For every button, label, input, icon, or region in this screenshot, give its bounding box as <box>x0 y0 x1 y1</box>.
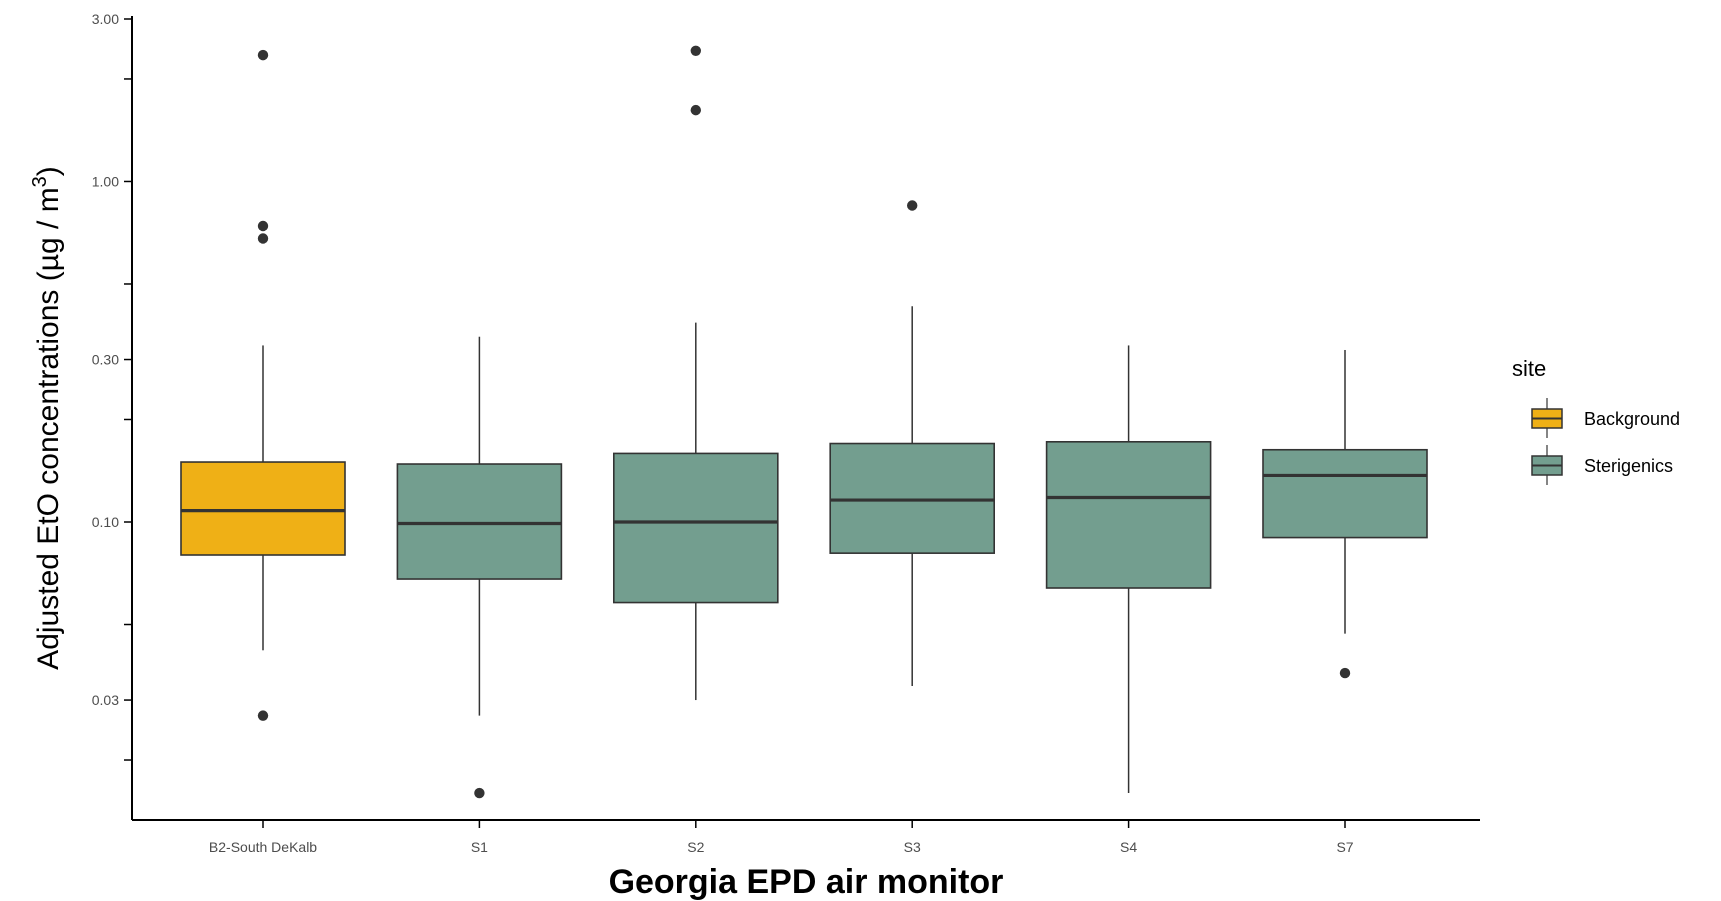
legend-title: site <box>1512 356 1546 381</box>
box-body <box>829 442 996 554</box>
y-axis-title-close: ) <box>32 166 65 176</box>
y-tick-label-3: 0.10 <box>92 514 119 530</box>
outlier-point-0 <box>474 787 485 799</box>
y-tick-label-0: 3.00 <box>92 11 119 27</box>
boxes-layer <box>180 45 1428 799</box>
box-s3 <box>829 200 996 686</box>
legend: site Background Sterigenics <box>1512 356 1680 485</box>
x-tick-label-5: S7 <box>1336 839 1353 855</box>
box-s2 <box>612 45 779 701</box>
outlier-point-2 <box>257 233 269 244</box>
x-tick-label-4: S4 <box>1120 839 1137 855</box>
y-axis-title-main: Adjusted EtO concentrations (µg / m <box>32 187 65 670</box>
y-tick-label-2: 0.30 <box>92 352 119 368</box>
box-b2-south-dekalb <box>180 49 346 721</box>
outlier-point-1 <box>257 220 269 232</box>
outlier-point-0 <box>690 45 701 56</box>
x-tick-label-3: S3 <box>904 839 921 855</box>
y-axis-title: Adjusted EtO concentrations (µg / m3) <box>29 166 65 670</box>
outlier-point-0 <box>257 49 269 61</box>
box-body <box>396 463 563 580</box>
box-s7 <box>1262 349 1428 679</box>
outlier-point-0 <box>907 200 918 211</box>
box-body <box>612 452 779 604</box>
y-tick-label-1: 1.00 <box>92 173 119 189</box>
legend-item-sterigenics: Sterigenics <box>1531 445 1673 485</box>
box-body <box>1262 448 1428 539</box>
x-tick-label-1: S1 <box>471 839 488 855</box>
outlier-point-1 <box>690 104 701 116</box>
x-axis-title: Georgia EPD air monitor <box>609 863 1004 901</box>
legend-item-background: Background <box>1531 398 1680 438</box>
legend-label-background: Background <box>1584 409 1680 429</box>
ticks-layer: 3.00 1.00 0.30 0.10 0.03 B2-South DeKalb S1 S2 S… <box>92 11 1354 855</box>
x-tick-label-2: S2 <box>687 839 704 855</box>
legend-label-sterigenics: Sterigenics <box>1584 456 1673 476</box>
box-s1 <box>396 336 563 799</box>
outlier-point-0 <box>1339 667 1351 679</box>
x-tick-label-0: B2-South DeKalb <box>209 839 317 855</box>
y-tick-label-4: 0.03 <box>92 692 119 708</box>
box-body <box>1045 440 1212 589</box>
axes-layer <box>131 16 1480 821</box>
box-body <box>180 461 346 556</box>
box-s4 <box>1045 345 1212 794</box>
y-axis-title-superscript: 3 <box>29 176 51 187</box>
outlier-point-3 <box>257 710 269 721</box>
